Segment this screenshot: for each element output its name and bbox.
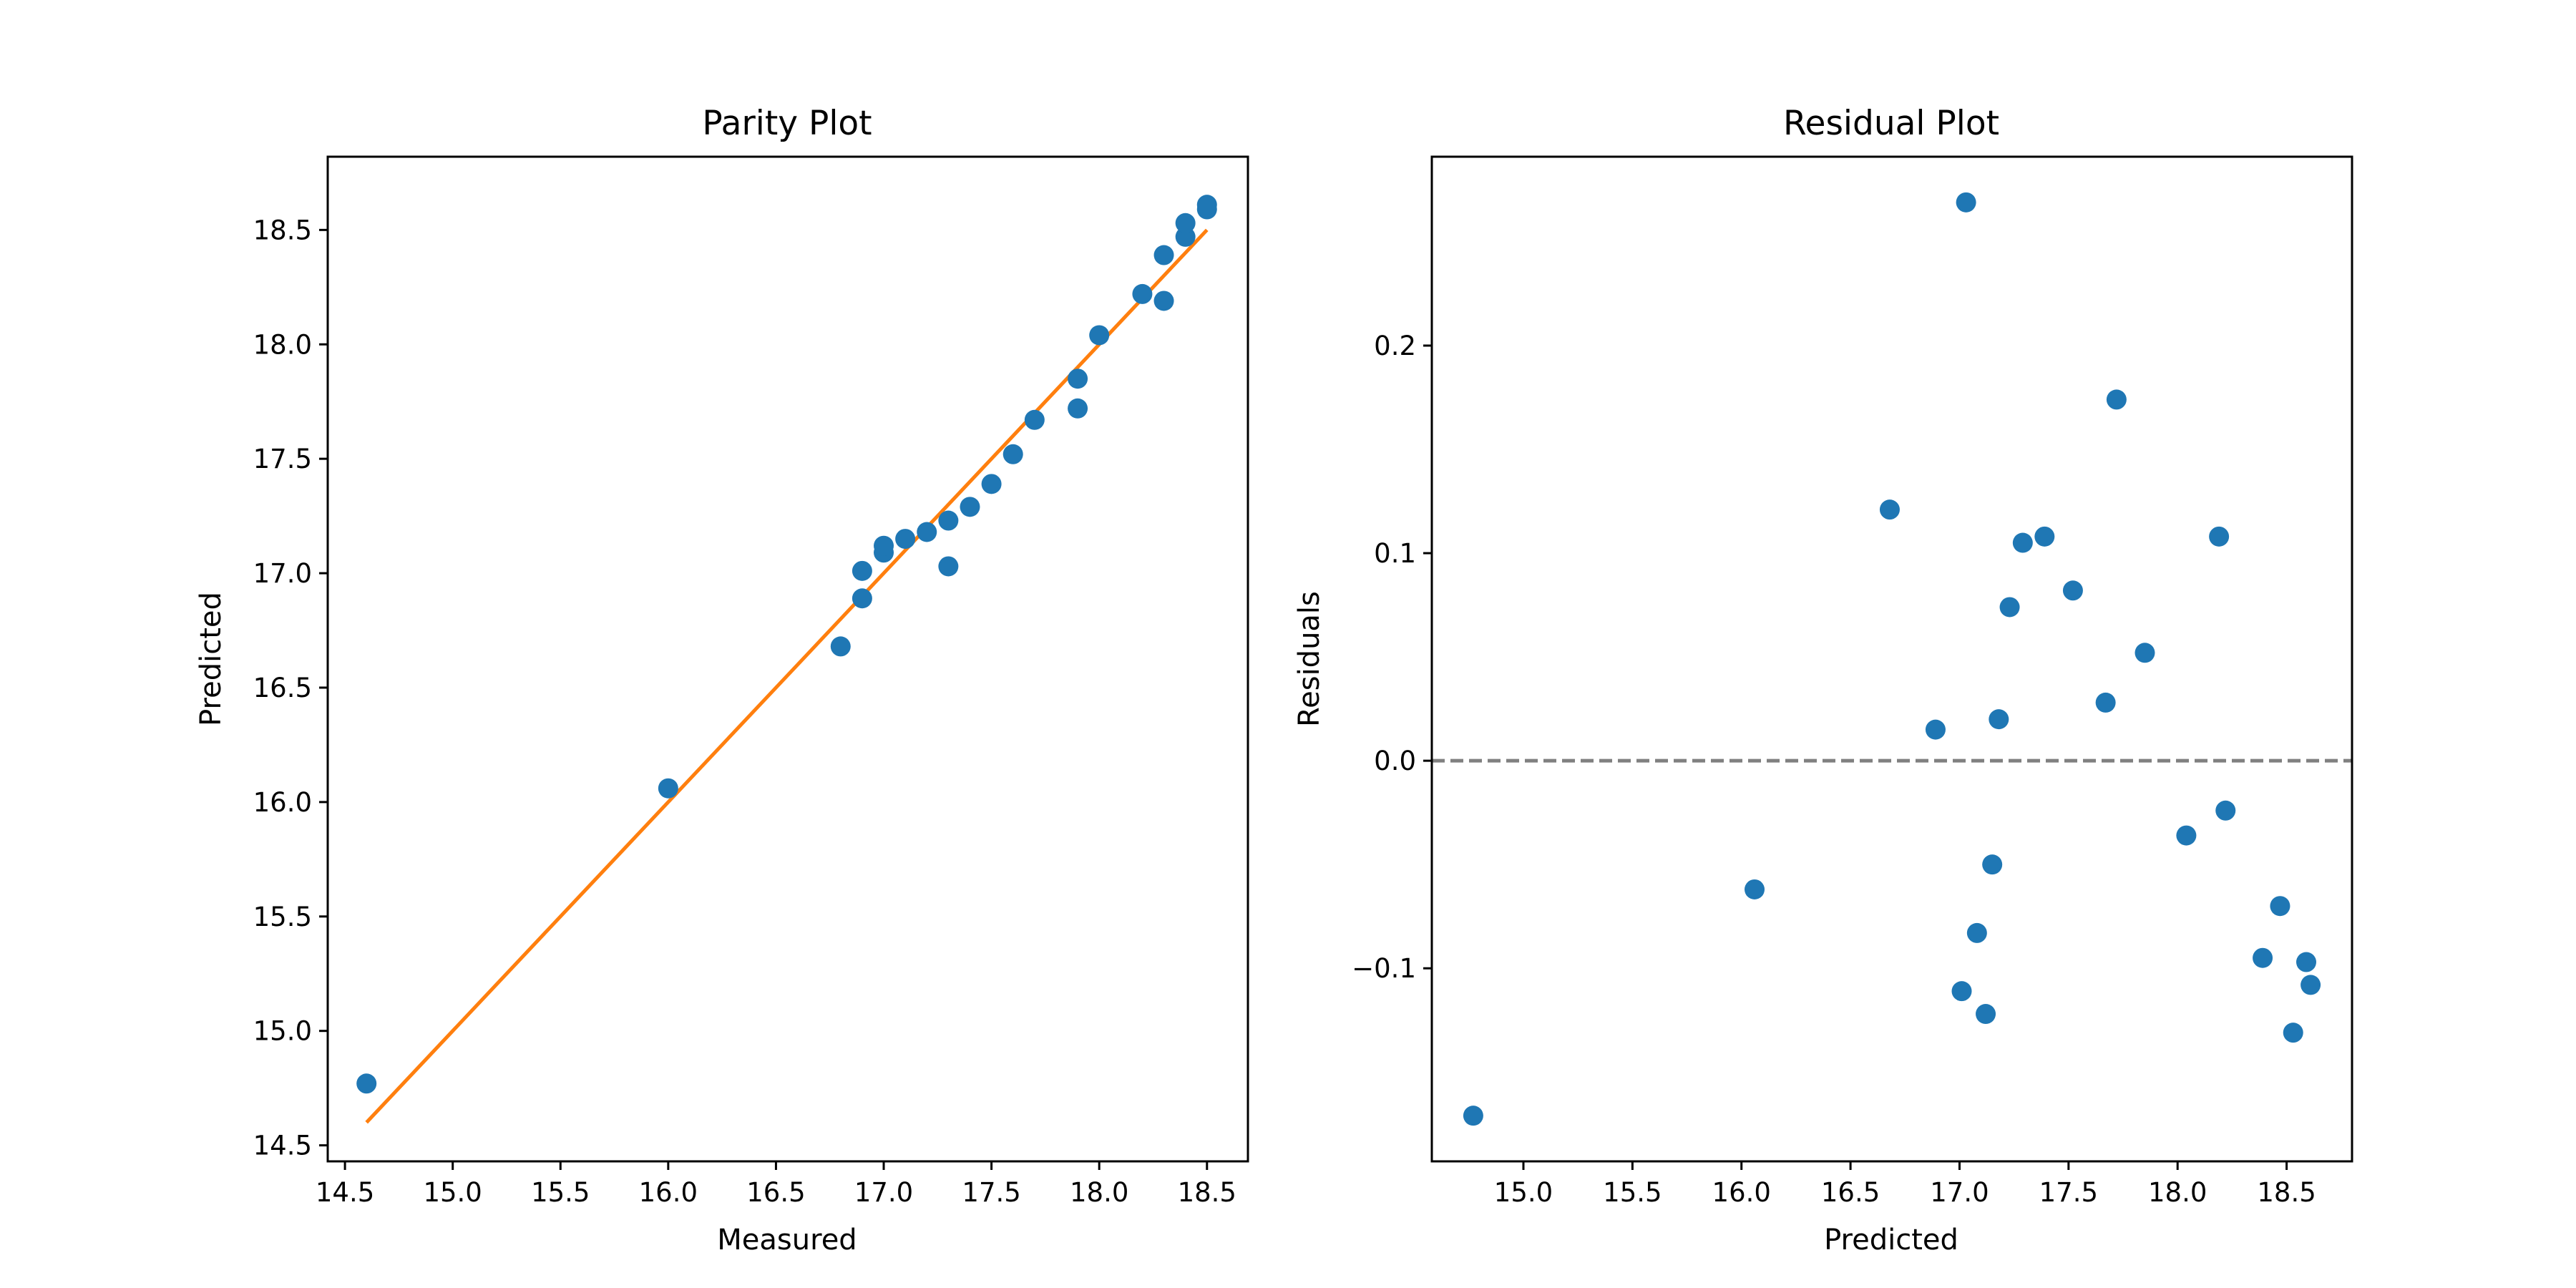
- residual-plot-panel: Residual Plot 15.0 15.5 16.0 16.5 17.0 17.5 18…: [1293, 104, 2353, 1257]
- residual-x-tick-label: 16.5: [1821, 1177, 1880, 1208]
- parity-data-point: [1068, 398, 1088, 419]
- residual-data-point: [1982, 854, 2003, 875]
- parity-data-point: [1196, 195, 1217, 215]
- parity-y-tick-label: 15.0: [253, 1016, 312, 1047]
- residual-x-tick-label: 15.5: [1603, 1177, 1662, 1208]
- residual-data-point: [1951, 981, 1972, 1002]
- parity-x-tick-label: 15.5: [531, 1177, 590, 1208]
- parity-data-point: [852, 588, 872, 609]
- parity-y-axis: 14.5 15.0 15.5 16.0 16.5 17.0 17.5 18.0 18.5: [253, 215, 328, 1161]
- parity-x-axis: 14.5 15.0 15.5 16.0 16.5 17.0 17.5 18.0 18.5: [316, 1161, 1236, 1208]
- parity-y-tick-label: 17.5: [253, 444, 312, 474]
- parity-x-tick-label: 16.5: [746, 1177, 805, 1208]
- residual-y-tick-label: 0.2: [1374, 331, 1416, 361]
- residual-y-tick-label: −0.1: [1352, 953, 1416, 984]
- residual-x-axis-label: Predicted: [1824, 1224, 1958, 1257]
- parity-data-point: [1175, 213, 1196, 233]
- parity-plot-panel: Parity Plot 14.5 15.0 15.5 16.0 16.5 17.0 17.5…: [195, 104, 1249, 1257]
- parity-x-tick-label: 18.0: [1070, 1177, 1128, 1208]
- residual-y-axis-label: Residuals: [1293, 591, 1326, 727]
- parity-y-tick-label: 18.5: [253, 215, 312, 245]
- parity-data-point: [1153, 245, 1174, 265]
- parity-y-tick-label: 14.5: [253, 1131, 312, 1161]
- residual-data-point: [2012, 532, 2033, 553]
- residual-x-tick-label: 17.0: [1930, 1177, 1989, 1208]
- residual-data-point: [2301, 975, 2321, 995]
- parity-x-tick-label: 18.5: [1178, 1177, 1236, 1208]
- identity-line: [365, 228, 1209, 1124]
- residual-y-tick-label: 0.1: [1374, 538, 1416, 569]
- residual-data-point: [2253, 947, 2273, 968]
- parity-plot-area: [356, 195, 1217, 1124]
- parity-data-point: [1024, 409, 1045, 430]
- parity-data-point: [938, 510, 959, 531]
- parity-x-tick-label: 15.0: [423, 1177, 482, 1208]
- residual-data-point: [2215, 800, 2236, 821]
- parity-data-point: [830, 636, 851, 657]
- residual-x-tick-label: 18.5: [2257, 1177, 2316, 1208]
- parity-y-tick-label: 17.0: [253, 558, 312, 589]
- parity-plot-frame: [326, 155, 1249, 1163]
- residual-data-point: [1989, 709, 2009, 730]
- parity-data-point: [1132, 283, 1153, 304]
- residual-data-point: [2106, 389, 2127, 410]
- parity-data-point: [895, 529, 916, 550]
- parity-data-point: [1068, 369, 1088, 389]
- residual-data-point: [2034, 526, 2055, 547]
- parity-y-tick-label: 15.5: [253, 902, 312, 932]
- residual-data-point: [1976, 1004, 1996, 1025]
- parity-data-point: [917, 522, 937, 542]
- parity-data-point: [1089, 325, 1110, 346]
- parity-data-point: [356, 1073, 377, 1094]
- parity-plot-title: Parity Plot: [702, 104, 872, 143]
- parity-x-tick-label: 16.0: [639, 1177, 698, 1208]
- residual-data-point: [2062, 580, 2083, 601]
- residual-data-point: [2135, 643, 2155, 663]
- residual-data-point: [2209, 526, 2230, 547]
- parity-y-tick-label: 18.0: [253, 329, 312, 360]
- residual-x-axis: 15.0 15.5 16.0 16.5 17.0 17.5 18.0 18.5: [1494, 1161, 2316, 1208]
- parity-data-point: [938, 556, 959, 577]
- residual-x-tick-label: 18.0: [2148, 1177, 2207, 1208]
- residual-x-tick-label: 16.0: [1712, 1177, 1771, 1208]
- residual-x-tick-label: 17.5: [2039, 1177, 2098, 1208]
- residual-x-tick-label: 15.0: [1494, 1177, 1553, 1208]
- parity-data-point: [1002, 444, 1023, 464]
- residual-data-point: [1999, 597, 2020, 618]
- parity-y-tick-label: 16.0: [253, 787, 312, 818]
- parity-data-point: [874, 535, 894, 556]
- residual-data-point: [2270, 896, 2290, 917]
- residual-data-point: [1463, 1106, 1483, 1126]
- parity-data-point: [981, 474, 1002, 494]
- parity-x-tick-label: 17.5: [962, 1177, 1020, 1208]
- residual-data-point: [1879, 499, 1900, 520]
- residual-plot-frame: [1430, 155, 2353, 1163]
- residual-data-point: [1966, 922, 1987, 943]
- parity-y-axis-label: Predicted: [195, 592, 228, 726]
- residual-y-tick-label: 0.0: [1374, 746, 1416, 776]
- residual-data-point: [2296, 952, 2317, 972]
- residual-data-point: [2176, 825, 2197, 846]
- parity-data-point: [852, 560, 872, 581]
- residual-plot-title: Residual Plot: [1783, 104, 1999, 143]
- parity-y-tick-label: 16.5: [253, 673, 312, 703]
- residual-plot-area: [1432, 192, 2352, 1126]
- parity-data-point: [960, 497, 980, 517]
- residual-y-axis: −0.1 0.0 0.1 0.2: [1352, 331, 1432, 984]
- residual-data-point: [2095, 692, 2116, 713]
- residual-data-point: [1745, 879, 1765, 899]
- parity-data-point: [1153, 291, 1174, 311]
- parity-x-tick-label: 17.0: [854, 1177, 913, 1208]
- parity-data-point: [1175, 226, 1196, 247]
- parity-x-tick-label: 14.5: [316, 1177, 374, 1208]
- residual-data-point: [2283, 1023, 2303, 1043]
- residual-data-point: [1925, 719, 1946, 740]
- parity-data-point: [658, 778, 678, 799]
- parity-x-axis-label: Measured: [717, 1224, 857, 1257]
- residual-data-point: [1956, 192, 1976, 213]
